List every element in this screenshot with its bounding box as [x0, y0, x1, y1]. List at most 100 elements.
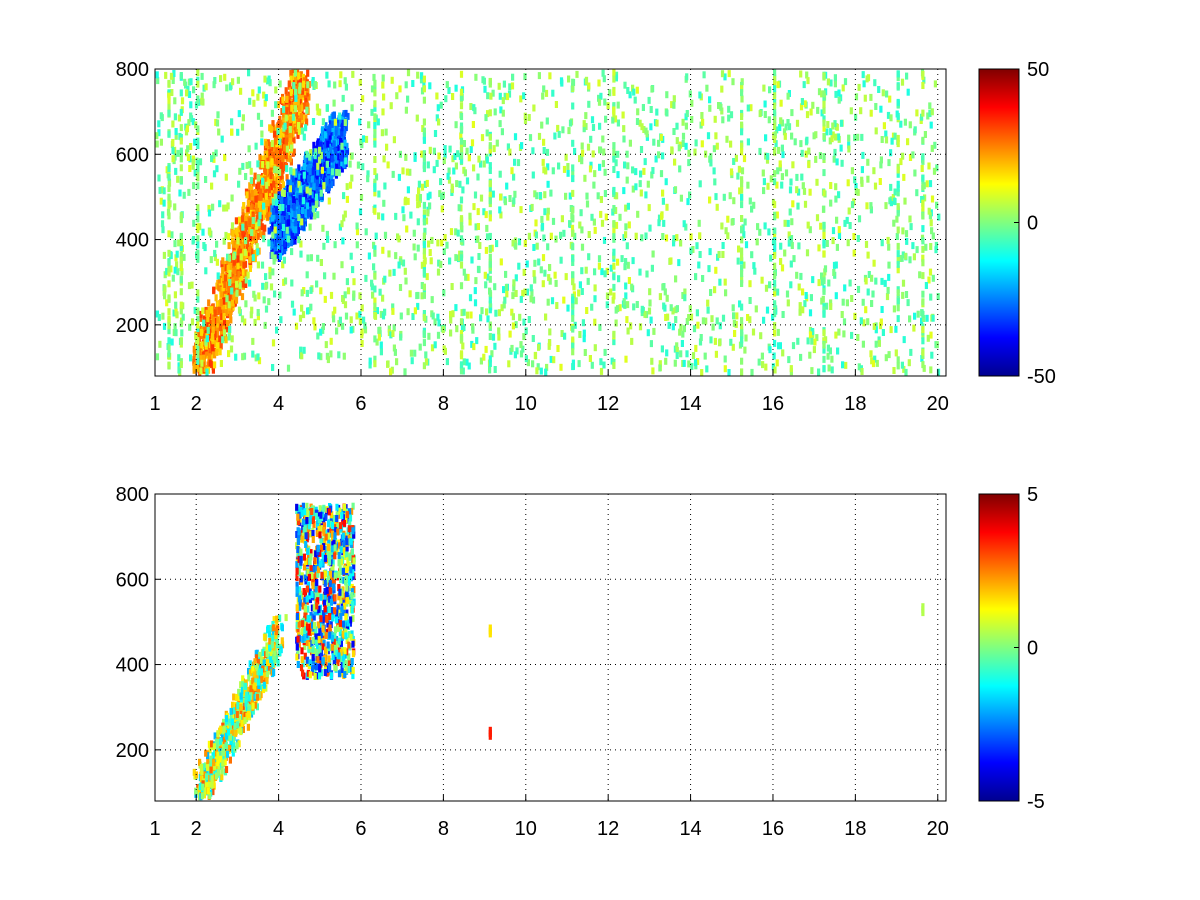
top-heatmap-cell [730, 218, 734, 226]
top-heatmap-cell [239, 87, 243, 95]
top-heatmap-cell [584, 76, 589, 84]
top-heatmap-cell [808, 331, 813, 339]
top-heatmap-cell [670, 101, 674, 109]
top-heatmap-cell [523, 239, 527, 247]
top-heatmap-cell [889, 326, 893, 334]
top-heatmap-cell [624, 223, 628, 231]
top-heatmap-cell [234, 353, 238, 361]
top-heatmap-cell [703, 352, 707, 360]
top-heatmap-cell [450, 185, 454, 193]
top-heatmap-cell [167, 318, 171, 326]
top-heatmap-cell [223, 73, 227, 81]
top-heatmap-cell [678, 165, 682, 173]
top-heatmap-cell [691, 246, 695, 253]
top-heatmap-cell [363, 326, 368, 334]
top-heatmap-cell [413, 152, 417, 160]
top-heatmap-cell [808, 226, 812, 234]
top-heatmap-cell [642, 167, 646, 175]
top-heatmap-cell [873, 79, 877, 87]
top-heatmap-cell [728, 192, 732, 200]
top-heatmap-cell [502, 286, 506, 294]
top-heatmap-cell [800, 173, 804, 181]
top-heatmap-cell [870, 300, 874, 307]
top-heatmap-cell [187, 119, 191, 127]
top-heatmap-cell [284, 114, 288, 122]
top-heatmap-cell [210, 182, 214, 190]
top-heatmap-cell [311, 118, 316, 125]
top-heatmap-cell [815, 214, 820, 222]
top-heatmap-cell [829, 299, 833, 307]
top-heatmap-cell [206, 361, 210, 369]
top-heatmap-cell [626, 327, 630, 335]
top-heatmap-cell [245, 240, 249, 247]
top-heatmap-cell [257, 86, 261, 94]
top-heatmap-cell [709, 159, 713, 167]
top-heatmap-cell [341, 322, 345, 330]
top-heatmap-cell [256, 195, 260, 203]
top-heatmap-cell [293, 77, 298, 85]
top-heatmap-cell [458, 250, 462, 258]
top-heatmap-cell [251, 217, 255, 224]
top-heatmap-cell [736, 172, 740, 180]
top-heatmap-cell [179, 216, 183, 224]
top-heatmap-cell [358, 78, 362, 86]
top-heatmap-cell [178, 189, 182, 197]
top-heatmap-cell [436, 104, 440, 112]
top-heatmap-cell [566, 304, 570, 312]
top-heatmap-cell [339, 71, 343, 79]
top-heatmap-cell [219, 286, 223, 294]
top-heatmap-cell [314, 148, 318, 156]
top-heatmap-cell [196, 351, 200, 359]
top-heatmap-cell [167, 92, 171, 100]
top-heatmap-cell [192, 345, 196, 353]
top-heatmap-cell [827, 364, 831, 372]
top-heatmap-cell [256, 248, 260, 256]
top-heatmap-cell [225, 295, 229, 303]
top-heatmap-cell [324, 131, 328, 139]
top-heatmap-cell [713, 286, 717, 294]
top-heatmap-cell [213, 309, 217, 317]
top-heatmap-cell [508, 330, 512, 338]
top-heatmap-cell [800, 149, 804, 157]
top-heatmap-cell [916, 310, 920, 318]
top-heatmap-cell [328, 115, 332, 123]
top-heatmap-cell [500, 304, 504, 312]
top-heatmap-cell [725, 135, 729, 143]
top-heatmap-cell [191, 158, 195, 166]
top-heatmap-cell [476, 223, 480, 230]
top-heatmap-cell [172, 329, 176, 336]
top-heatmap-cell [232, 253, 236, 261]
top-heatmap-cell [829, 199, 833, 207]
top-heatmap-cell [246, 271, 250, 279]
top-heatmap-cell [640, 123, 644, 131]
top-heatmap-cell [196, 182, 200, 190]
top-heatmap-cell [625, 150, 629, 158]
top-heatmap-cell [167, 201, 171, 209]
top-heatmap-cell [215, 240, 219, 248]
top-heatmap-cell [442, 248, 446, 255]
top-heatmap-cell [479, 357, 483, 365]
top-heatmap-cell [364, 228, 368, 236]
top-heatmap-cell [391, 307, 395, 315]
top-heatmap-cell [302, 171, 306, 179]
top-heatmap-cell [225, 84, 229, 92]
top-heatmap-cell [628, 91, 632, 99]
top-heatmap-cell [877, 339, 881, 347]
top-heatmap-cell [541, 254, 546, 262]
top-heatmap-cell [626, 87, 630, 94]
top-heatmap-cell [340, 261, 344, 269]
top-heatmap-cell [531, 296, 536, 304]
top-heatmap-cell [249, 311, 253, 319]
top-heatmap-cell [623, 81, 627, 89]
top-heatmap-cell [829, 79, 833, 87]
top-heatmap-cell [825, 302, 829, 310]
top-heatmap-cell [209, 344, 213, 352]
top-heatmap-cell [269, 283, 274, 291]
top-heatmap-cell [224, 173, 228, 181]
top-heatmap-cell [451, 155, 455, 163]
top-heatmap-cell [826, 352, 830, 360]
top-heatmap-cell [672, 239, 676, 247]
top-heatmap-cell [291, 113, 296, 121]
top-heatmap-cell [930, 227, 934, 235]
top-heatmap-cell [596, 192, 600, 200]
